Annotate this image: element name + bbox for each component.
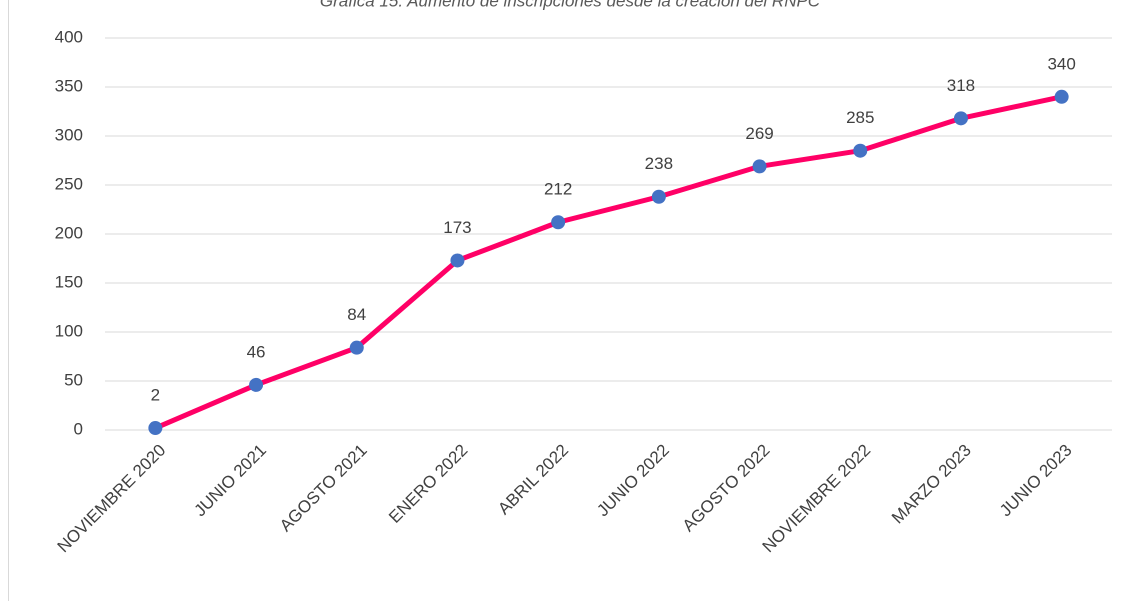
chart-border [8,0,9,601]
data-point [1054,89,1069,104]
data-label: 238 [645,154,673,173]
data-label: 340 [1047,54,1075,73]
x-tick-label: MARZO 2023 [888,441,975,528]
x-tick-label: JUNIO 2023 [996,441,1076,521]
data-point [853,143,868,158]
x-tick-label: JUNIO 2022 [593,441,673,521]
data-point [450,253,465,268]
y-tick-label: 200 [55,223,83,242]
x-tick-label: AGOSTO 2021 [276,441,371,536]
series-line [154,94,1063,431]
data-label: 46 [247,342,266,361]
y-tick-label: 300 [55,125,83,144]
y-tick-label: 0 [74,419,83,438]
y-tick-label: 50 [64,370,83,389]
data-point [953,111,968,126]
y-tick-label: 350 [55,76,83,95]
data-label: 173 [443,218,471,237]
data-point [249,377,264,392]
x-tick-label: JUNIO 2021 [190,441,270,521]
y-tick-label: 150 [55,272,83,291]
chart-title: Gráfica 15. Aumento de inscripciones des… [320,0,821,10]
x-tick-label: ENERO 2022 [385,441,471,527]
y-tick-label: 400 [55,27,83,46]
y-tick-label: 100 [55,321,83,340]
data-label: 269 [745,124,773,143]
data-label: 318 [947,76,975,95]
data-point [752,159,767,174]
data-label: 84 [347,305,366,324]
data-point [148,421,163,436]
data-label: 285 [846,108,874,127]
data-point [349,340,364,355]
x-tick-label: NOVIEMBRE 2020 [54,441,170,557]
data-point [651,189,666,204]
x-tick-label: NOVIEMBRE 2022 [759,441,875,557]
data-label: 212 [544,180,572,199]
data-point [551,215,566,230]
x-tick-label: AGOSTO 2022 [679,441,774,536]
y-tick-label: 250 [55,174,83,193]
data-label: 2 [151,386,160,405]
x-tick-label: ABRIL 2022 [494,441,572,519]
